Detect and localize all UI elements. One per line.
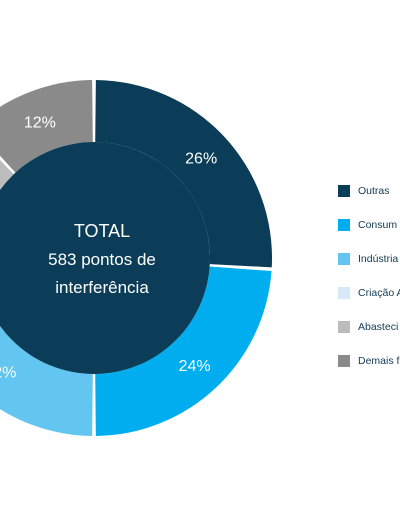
legend-swatch	[338, 185, 350, 197]
legend-item: Consum	[338, 218, 397, 232]
slice-abasteci	[0, 159, 14, 191]
chart-legend: Outras Consum Indústria Criação A Abasteci De…	[338, 184, 400, 384]
slice-outras	[95, 80, 272, 268]
legend-item: Demais f	[338, 354, 399, 368]
legend-swatch	[338, 219, 350, 231]
legend-item: Criação A	[338, 286, 400, 300]
legend-item: Indústria	[338, 252, 398, 266]
legend-swatch	[338, 321, 350, 333]
slice-consum	[95, 266, 272, 436]
legend-label: Demais f	[358, 355, 400, 367]
slice-ind-stria	[0, 325, 93, 436]
slice-demais-f	[0, 80, 93, 173]
legend-swatch	[338, 253, 350, 265]
slice-label-demais-f: 12%	[24, 114, 56, 131]
legend-label: Consum	[358, 219, 398, 231]
legend-item: Abasteci	[338, 320, 398, 334]
legend-label: Indústria	[358, 253, 399, 265]
legend-swatch	[338, 355, 350, 367]
legend-item: Outras	[338, 184, 390, 198]
legend-label: Outras	[358, 185, 390, 197]
slice-labels: 26% 24% 22% 12%	[0, 114, 217, 381]
legend-label: Abasteci	[358, 321, 399, 333]
donut-slices	[0, 80, 272, 436]
center-title: TOTAL	[74, 221, 130, 241]
center-subtitle-line1: 583 pontos de	[48, 250, 156, 269]
donut-center	[0, 142, 210, 374]
slice-label-consum: 24%	[179, 358, 211, 375]
legend-swatch	[338, 287, 350, 299]
slice-label-outras: 26%	[185, 150, 217, 167]
legend-label: Criação A	[358, 287, 400, 299]
center-subtitle-line2: interferência	[55, 278, 149, 297]
slice-label-ind-stria: 22%	[0, 364, 16, 381]
